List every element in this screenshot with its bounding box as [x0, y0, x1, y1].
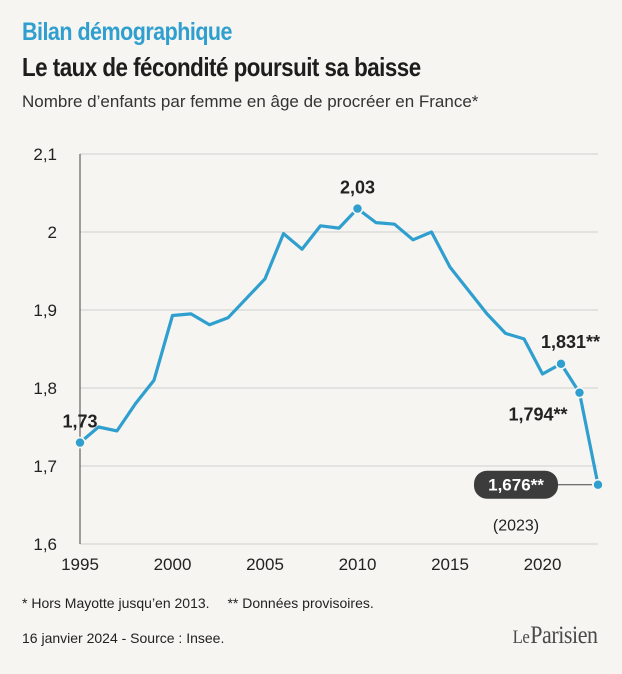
chart-kicker: Bilan démographique	[22, 18, 233, 46]
data-label: 1,73	[62, 412, 97, 432]
y-tick-label: 2	[48, 223, 57, 242]
fertility-line-chart: 1,6 1,7 1,8 1,9 2 2,1 1995 2000 2005 2010 2015 2020…	[33, 145, 604, 574]
y-tick-label: 1,9	[33, 301, 57, 320]
x-tick-label: 2010	[339, 555, 377, 574]
logo-le: Le	[512, 627, 530, 648]
logo-name: Parisien	[530, 622, 599, 649]
series-line	[78, 207, 600, 487]
data-point-marker	[592, 478, 604, 491]
chart-subtitle: Nombre d’enfants par femme en âge de pro…	[22, 92, 479, 111]
y-tick-label: 1,6	[33, 535, 57, 554]
source-line: 16 janvier 2024 - Source : Insee.	[22, 630, 225, 646]
x-tick-label: 2005	[246, 555, 284, 574]
data-point-marker	[573, 386, 586, 399]
x-tick-label: 2020	[524, 555, 562, 574]
footnote-provisional: ** Données provisoires.	[227, 595, 374, 611]
badge-subtext: (2023)	[493, 518, 539, 535]
data-label: 2,03	[340, 178, 375, 198]
x-tick-label: 2015	[431, 555, 469, 574]
y-tick-label: 1,7	[33, 457, 57, 476]
x-tick-label: 2000	[154, 555, 192, 574]
data-point-marker	[74, 436, 86, 449]
y-tick-label: 2,1	[33, 145, 57, 164]
y-tick-label: 1,8	[33, 379, 57, 398]
data-point-marker	[555, 358, 567, 370]
le-parisien-logo: LeParisien	[513, 622, 598, 650]
data-point-marker	[351, 202, 364, 215]
data-label: 1,794**	[508, 405, 567, 425]
chart-title: Le taux de fécondité poursuit sa baisse	[22, 52, 421, 82]
data-label: 1,831**	[541, 332, 600, 352]
footnotes: * Hors Mayotte jusqu’en 2013. ** Données…	[22, 595, 374, 611]
data-label: 1,676**	[488, 476, 544, 495]
footnote-mayotte: * Hors Mayotte jusqu’en 2013.	[22, 595, 210, 611]
x-tick-label: 1995	[61, 555, 99, 574]
value-badge	[474, 470, 558, 499]
